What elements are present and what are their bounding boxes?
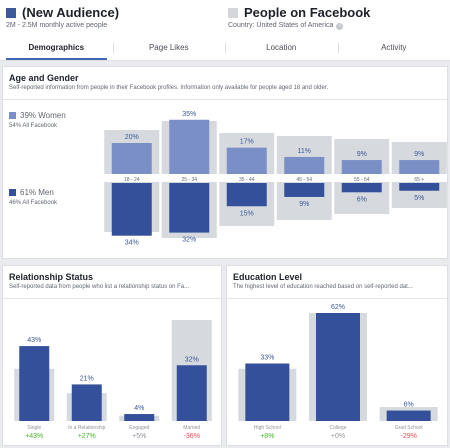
selected-audience: (New Audience) 2M - 2.5M monthly active …	[6, 5, 221, 29]
audience-color-swatch	[6, 7, 16, 18]
relationship-title: Relationship Status	[9, 272, 94, 282]
value-label: 32%	[185, 356, 199, 363]
tab-location[interactable]: Location	[225, 38, 338, 60]
women-bar-45-54	[284, 156, 325, 174]
age-gender-description: Self-reported information from people in…	[9, 85, 329, 91]
women-bar-18-24	[111, 143, 152, 174]
value-label: 33%	[260, 355, 274, 362]
delta-label: +43%	[25, 433, 43, 440]
delta-label: -29%	[400, 433, 416, 440]
bar-married	[176, 365, 207, 421]
delta-label: +8%	[260, 433, 274, 440]
comparison-color-swatch	[228, 7, 238, 18]
value-label: 43%	[27, 337, 41, 344]
age-tick-label: 25 - 34	[181, 177, 197, 183]
women-bar-55-64	[341, 160, 382, 174]
category-label: In a Relationship	[68, 425, 105, 431]
men-bar-18-24	[111, 183, 152, 236]
tab-bar: Demographics Page Likes Location Activit…	[0, 38, 450, 60]
bar-college	[316, 313, 360, 421]
category-label: High School	[254, 425, 281, 431]
category-label: College	[330, 425, 347, 431]
category-label: Engaged	[129, 425, 149, 431]
tab-page-likes[interactable]: Page Likes	[112, 38, 226, 60]
delta-label: +0%	[331, 433, 345, 440]
comparison-audience: People on Facebook Country: United State…	[228, 5, 443, 30]
age-gender-panel: Age and Gender Self-reported information…	[2, 66, 448, 259]
audience-size: 2M - 2.5M monthly active people	[6, 22, 108, 29]
value-label: 6%	[404, 402, 414, 409]
bar-engaged	[124, 414, 155, 421]
category-label: Single	[27, 425, 41, 431]
header: (New Audience) 2M - 2.5M monthly active …	[0, 0, 450, 61]
men-bar-35-44	[226, 183, 267, 207]
delta-label: +5%	[132, 433, 146, 440]
relationship-chart: 43% Single +43% 21% In a Relationship +27% 4% E…	[14, 319, 212, 440]
value-label: 62%	[331, 304, 345, 311]
men-legend: 61% Men 46% All Facebook	[9, 188, 57, 206]
women-bar-65-	[399, 160, 440, 174]
men-value-label: 5%	[414, 195, 424, 202]
men-value-label: 15%	[240, 210, 254, 217]
delta-label: -36%	[184, 433, 200, 440]
tab-activity[interactable]: Activity	[337, 38, 450, 60]
age-tick-label: 35 - 44	[239, 177, 255, 183]
value-label: 4%	[134, 405, 144, 412]
bar-grad-school	[386, 410, 431, 421]
tab-demographics[interactable]: Demographics	[0, 38, 113, 60]
value-label: 21%	[80, 375, 94, 382]
comparison-country-text: Country: United States of America	[228, 22, 334, 29]
education-chart: 33% High School +8% 62% College +0% 6% Grad Sch…	[238, 304, 438, 440]
age-gender-title: Age and Gender	[9, 73, 79, 83]
divider	[3, 298, 221, 299]
age-tick-label: 45 - 54	[296, 177, 312, 183]
women-legend: 39% Women 54% All Facebook	[9, 111, 66, 129]
category-label: Grad School	[395, 425, 423, 431]
men-swatch	[9, 189, 16, 196]
bar-high-school	[245, 363, 290, 421]
men-value-label: 9%	[299, 201, 309, 208]
comparison-country: Country: United States of America i	[228, 22, 443, 30]
relationship-panel: Relationship Status Self-reported data f…	[2, 265, 222, 446]
men-all-facebook: 46% All Facebook	[9, 200, 58, 206]
education-panel: Education Level The highest level of edu…	[226, 265, 448, 446]
category-label: Married	[183, 425, 200, 431]
men-bar-65-	[399, 183, 440, 191]
age-tick-label: 65 +	[414, 177, 424, 183]
age-gender-chart: 20% 18 - 24 34% 35% 25 - 34 32% 17% 35 - 44 15% 1…	[104, 111, 447, 247]
women-all-facebook: 54% All Facebook	[9, 123, 58, 129]
women-bar-35-44	[226, 147, 267, 174]
bar-in-a-relationship	[71, 384, 102, 421]
women-label: 39% Women	[20, 111, 66, 120]
men-label: 61% Men	[20, 188, 54, 197]
women-swatch	[9, 112, 16, 119]
women-value-label: 9%	[357, 151, 367, 158]
education-description: The highest level of education reached b…	[233, 284, 413, 290]
women-value-label: 17%	[240, 139, 254, 146]
women-bar-25-34	[169, 119, 210, 174]
men-bar-55-64	[341, 183, 382, 193]
education-title: Education Level	[233, 272, 303, 282]
bar-single	[19, 346, 50, 421]
age-tick-label: 55 - 64	[354, 177, 370, 183]
men-value-label: 6%	[357, 196, 367, 203]
age-tick-label: 18 - 24	[124, 177, 140, 183]
divider	[227, 298, 447, 299]
audience-title[interactable]: (New Audience)	[22, 5, 120, 20]
women-value-label: 11%	[298, 148, 312, 155]
relationship-description: Self-reported data from people who list …	[9, 284, 190, 290]
men-value-label: 34%	[125, 240, 139, 247]
info-icon[interactable]: i	[336, 23, 344, 30]
divider	[3, 99, 447, 100]
men-bar-25-34	[169, 183, 210, 233]
comparison-title: People on Facebook	[244, 5, 371, 20]
women-value-label: 35%	[182, 111, 196, 118]
men-bar-45-54	[284, 183, 325, 197]
women-value-label: 20%	[125, 134, 139, 141]
women-value-label: 9%	[414, 151, 424, 158]
men-value-label: 32%	[182, 237, 196, 244]
delta-label: +27%	[78, 433, 96, 440]
